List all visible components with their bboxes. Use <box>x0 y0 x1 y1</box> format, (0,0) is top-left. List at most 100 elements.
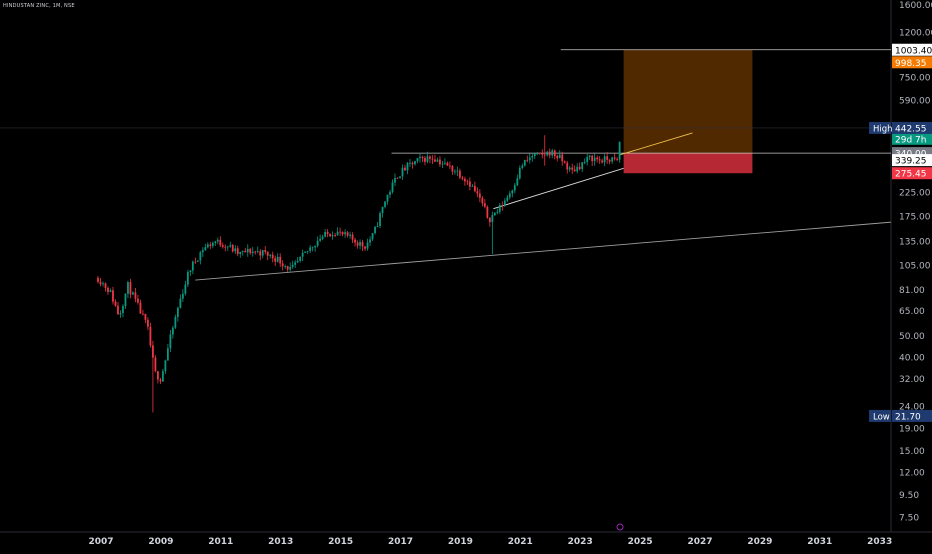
x-tick-label: 2011 <box>208 537 233 547</box>
candle-body <box>409 162 411 164</box>
x-tick-label: 2013 <box>268 537 293 547</box>
candle-body <box>498 205 501 212</box>
symbol-title: HINDUSTAN ZINC, 1M, NSE <box>3 3 75 9</box>
low-badge-label: Low <box>873 412 890 422</box>
candle-body <box>459 170 461 178</box>
candle-body <box>478 193 481 198</box>
candle-body <box>344 232 346 235</box>
candle-body <box>294 262 297 265</box>
candle-body <box>511 190 514 194</box>
candle-body <box>271 254 274 259</box>
candle-body <box>483 203 486 207</box>
x-tick-label: 2029 <box>747 537 772 547</box>
candle-body <box>117 305 119 315</box>
candle-body <box>356 242 359 246</box>
candle-body <box>264 250 267 252</box>
candle-body <box>234 248 237 252</box>
candle-body <box>404 167 406 171</box>
candle-body <box>349 234 351 236</box>
candle-body <box>449 165 451 167</box>
candle-body <box>184 284 187 294</box>
candle-body <box>274 258 277 262</box>
candle-body <box>419 156 421 159</box>
candle-body <box>606 156 609 160</box>
candle-body <box>361 242 364 247</box>
x-tick-label: 2021 <box>508 537 533 547</box>
high-value-bg <box>892 121 932 134</box>
candle-body <box>231 245 234 252</box>
candle-body <box>226 246 229 248</box>
candle-body <box>246 248 249 253</box>
candle-body <box>304 251 307 253</box>
candle-body <box>142 313 144 315</box>
price-tag-label: 29d 7h <box>895 135 926 145</box>
candle-body <box>603 156 606 163</box>
candle-body <box>533 154 536 157</box>
candle-body <box>561 154 564 162</box>
x-tick-label: 2009 <box>148 537 173 547</box>
candle-body <box>147 319 149 327</box>
candle-body <box>414 161 416 165</box>
candle-body <box>553 150 556 157</box>
low-badge <box>869 409 891 422</box>
candle-body <box>416 158 419 162</box>
y-tick-label: 15.00 <box>899 447 925 457</box>
candle-body <box>109 290 112 292</box>
candle-body <box>259 251 262 256</box>
candle-body <box>179 298 182 308</box>
candle-body <box>286 266 289 270</box>
candle-body <box>124 293 127 307</box>
candle-body <box>161 371 164 382</box>
candle-body <box>556 156 559 159</box>
candle-body <box>491 215 494 223</box>
candle-body <box>578 166 581 170</box>
candle-body <box>204 247 207 251</box>
trendline <box>493 167 624 210</box>
y-tick-label: 19.00 <box>899 425 925 435</box>
candle-body <box>608 159 611 162</box>
high-badge-label: High <box>873 124 893 134</box>
candle-body <box>281 263 284 267</box>
candle-body <box>456 170 459 172</box>
candle-body <box>601 160 604 163</box>
candle-body <box>316 240 319 246</box>
candle-body <box>154 357 157 372</box>
candle-body <box>346 232 349 236</box>
candle-body <box>581 162 584 170</box>
candle-body <box>129 282 132 295</box>
candle-body <box>518 167 521 179</box>
candle-body <box>324 231 327 237</box>
candle-body <box>309 247 312 251</box>
y-tick-label: 7.50 <box>899 513 919 523</box>
candle-body <box>216 239 219 242</box>
candle-body <box>411 162 414 165</box>
candle-body <box>276 256 279 262</box>
candle-body <box>351 234 354 240</box>
candle-body <box>421 156 424 158</box>
y-tick-label: 12.00 <box>899 469 925 479</box>
candle-body <box>429 156 431 159</box>
price-tag-label: 339.25 <box>895 157 927 167</box>
candle-body <box>139 302 142 314</box>
candle-body <box>321 236 324 239</box>
candle-body <box>508 193 511 198</box>
candle-body <box>516 178 519 186</box>
candle-body <box>334 235 337 236</box>
price-tag-bg <box>892 43 932 56</box>
candle-body <box>199 252 202 261</box>
y-tick-label: 225.00 <box>899 189 931 199</box>
candle-body <box>406 163 409 171</box>
target-zone <box>623 49 753 154</box>
candle-body <box>132 292 134 295</box>
candle-body <box>468 181 471 187</box>
candle-body <box>486 206 489 218</box>
trendline <box>195 221 892 281</box>
high-value-label: 442.55 <box>895 124 927 134</box>
candle-body <box>296 260 299 263</box>
event-marker-icon[interactable] <box>616 523 624 531</box>
y-tick-label: 175.00 <box>899 213 931 223</box>
candle-body <box>219 239 222 246</box>
candle-body <box>331 235 334 237</box>
